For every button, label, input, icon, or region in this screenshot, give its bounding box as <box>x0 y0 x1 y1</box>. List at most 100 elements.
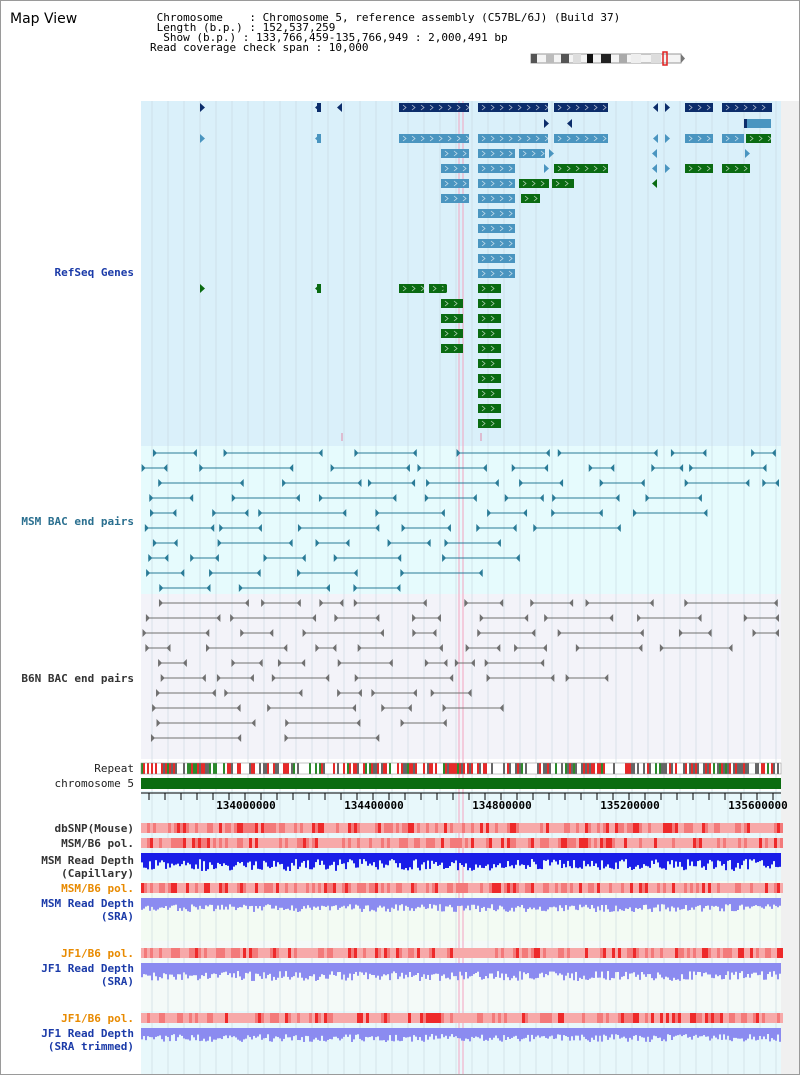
b6n-bac-end <box>443 659 448 667</box>
jf1-depth-bar <box>417 963 419 974</box>
jf1-depth-trim-label[interactable]: JF1 Read Depth <box>41 1027 134 1040</box>
msm-depth-sra-bar <box>265 898 267 906</box>
msm-b6-pol-sra-bin <box>174 883 177 893</box>
jf1-b6-pol-bin <box>360 948 363 958</box>
gene-strand-mark <box>535 135 540 142</box>
msm-depth-capillary-bar <box>193 853 195 870</box>
msm-b6-pol-bin <box>669 838 672 848</box>
refseq-genes-label[interactable]: RefSeq Genes <box>54 266 134 279</box>
jf1-b6-pol-trim-bin <box>564 1013 567 1023</box>
jf1-depth-trim-bar <box>611 1028 613 1035</box>
msm-depth-sra-bar <box>495 898 497 912</box>
jf1-depth-trim-bar <box>233 1028 235 1037</box>
repeat-element <box>321 763 323 774</box>
repeat-element <box>349 763 351 774</box>
jf1-depth-trim-bar <box>671 1028 673 1041</box>
repeat-label[interactable]: Repeat <box>94 762 134 775</box>
msm-depth-sra-label[interactable]: MSM Read Depth <box>41 897 134 910</box>
dbsnp-bin <box>168 823 171 833</box>
msm-depth-capillary-bar <box>615 853 617 863</box>
msm-depth-sra-bar <box>655 898 657 908</box>
chromosome-label[interactable]: chromosome 5 <box>54 777 134 790</box>
jf1-b6-pol-trim-bin <box>183 1013 186 1023</box>
jf1-b6-pol-trim-bin <box>555 1013 558 1023</box>
jf1-b6-pol-bin <box>762 948 765 958</box>
dbsnp-bin <box>675 823 678 833</box>
jf1-b6-pol-trim-bin <box>483 1013 486 1023</box>
msm-depth-capillary-bar <box>647 853 649 867</box>
gene-strand-mark <box>602 165 607 172</box>
msm-depth-capillary-bar <box>439 853 441 865</box>
repeat-element <box>333 763 335 774</box>
jf1-depth-bar <box>329 963 331 975</box>
msm-depth-capillary-bar <box>691 853 693 862</box>
dbsnp-bin <box>294 823 297 833</box>
jf1-b6-pol-label[interactable]: JF1/B6 pol. <box>61 947 134 960</box>
msm-depth-sra-bar <box>183 898 185 908</box>
msm-b6-pol-bin <box>492 838 495 848</box>
repeat-element <box>573 763 575 774</box>
msm-depth-sra-bar <box>689 898 691 911</box>
msm-depth-capillary-label[interactable]: MSM Read Depth <box>41 854 134 867</box>
jf1-b6-pol-bin <box>390 948 393 958</box>
jf1-b6-pol-trim-bin <box>408 1013 411 1023</box>
gene-strand-mark <box>508 150 513 157</box>
msm-b6-pol-sra-label[interactable]: MSM/B6 pol. <box>61 882 134 895</box>
msm-depth-sra-bar <box>779 898 781 906</box>
msm-b6-pol-sra-bin <box>354 883 357 893</box>
jf1-depth-bar <box>361 963 363 973</box>
jf1-b6-pol-bin <box>351 948 354 958</box>
msm-depth-capillary-bar <box>155 853 157 861</box>
repeat-element <box>753 763 755 774</box>
msm-b6-pol-sra-bin <box>528 883 531 893</box>
msm-b6-pol-bin <box>744 838 747 848</box>
repeat-element <box>575 763 577 774</box>
jf1-depth-trim-bar <box>311 1028 313 1042</box>
gene-strand-mark <box>499 104 504 111</box>
msm-bac-end <box>209 569 214 577</box>
msm-b6-pol-sra-bin <box>576 883 579 893</box>
jf1-b6-pol-trim-bin <box>636 1013 639 1023</box>
msm-depth-capillary-bar <box>505 853 507 868</box>
b6n-bac-end <box>707 629 712 637</box>
jf1-b6-pol-trim-bin <box>219 1013 222 1023</box>
dbsnp-bin <box>315 823 318 833</box>
msm-depth-sra-bar <box>631 898 633 912</box>
jf1-depth-bar <box>367 963 369 980</box>
gene-strand-mark <box>444 165 449 172</box>
msm-b6-pol-label[interactable]: MSM/B6 pol. <box>61 837 134 850</box>
repeat-element <box>141 763 143 774</box>
msm-b6-pol-bin <box>567 838 570 848</box>
jf1-depth-trim-bar <box>369 1028 371 1037</box>
jf1-b6-pol-trim-label[interactable]: JF1/B6 pol. <box>61 1012 134 1025</box>
msm-bac-label[interactable]: MSM BAC end pairs <box>21 515 134 528</box>
jf1-depth-bar <box>337 963 339 973</box>
gene-strand-mark <box>533 195 538 202</box>
jf1-depth-trim-bar <box>767 1028 769 1035</box>
dbsnp-bin <box>474 823 477 833</box>
msm-depth-capillary-bar <box>287 853 289 867</box>
jf1-depth-label[interactable]: JF1 Read Depth <box>41 962 134 975</box>
msm-b6-pol-bin <box>603 838 606 848</box>
jf1-depth-trim-bar <box>759 1028 761 1036</box>
msm-b6-pol-sra-bin <box>222 883 225 893</box>
jf1-b6-pol-bin <box>162 948 165 958</box>
msm-depth-sra-bar <box>515 898 517 908</box>
msm-depth-sra-bar <box>475 898 477 910</box>
msm-depth-sra-bar <box>247 898 249 910</box>
b6n-bac-label[interactable]: B6N BAC end pairs <box>21 672 134 685</box>
jf1-b6-pol-bin <box>225 948 228 958</box>
jf1-depth-trim-bar <box>333 1028 335 1037</box>
msm-b6-pol-bin <box>264 838 267 848</box>
jf1-depth-trim-bar <box>587 1028 589 1041</box>
msm-b6-pol-bin <box>375 838 378 848</box>
jf1-b6-pol-trim-bin <box>576 1013 579 1023</box>
gene-strand-mark <box>481 165 486 172</box>
dbsnp-label[interactable]: dbSNP(Mouse) <box>54 822 134 835</box>
gene-strand-mark <box>490 165 495 172</box>
b6n-bac-end <box>400 719 405 727</box>
msm-depth-capillary-bar <box>325 853 327 870</box>
msm-depth-sra-bar <box>745 898 747 907</box>
